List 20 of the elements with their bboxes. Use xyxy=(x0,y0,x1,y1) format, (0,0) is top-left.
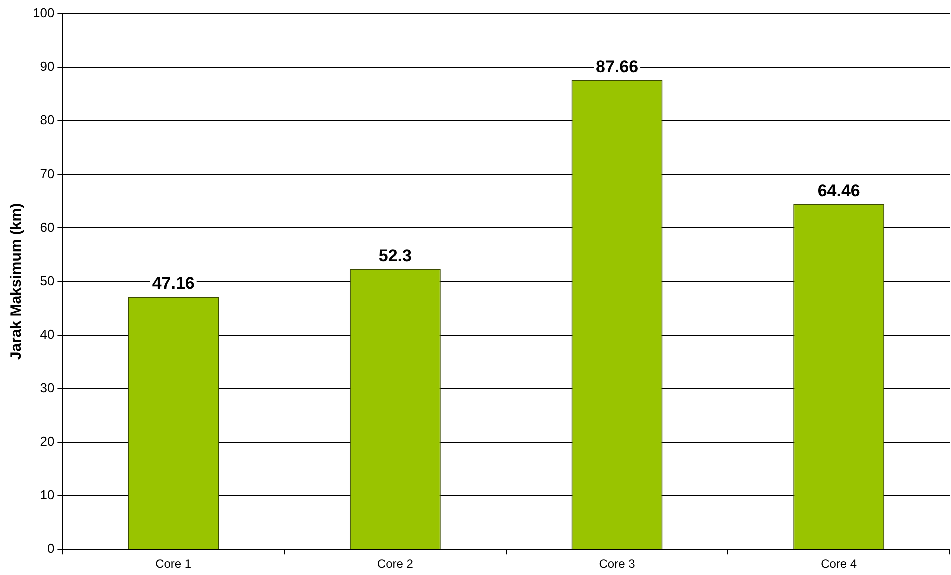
y-tick-label: 0 xyxy=(47,541,55,556)
x-tick-label: Core 3 xyxy=(599,557,636,572)
data-label: 87.66 xyxy=(596,57,639,76)
y-tick-label: 20 xyxy=(40,434,55,450)
x-tick-label: Core 1 xyxy=(156,557,192,572)
y-tick-label: 10 xyxy=(40,488,55,503)
data-label: 64.46 xyxy=(818,182,860,201)
y-tick-label: 50 xyxy=(40,273,55,288)
y-axis-title: Jarak Maksimum (km) xyxy=(8,203,26,360)
y-tick-label: 70 xyxy=(40,166,55,182)
y-tick-label: 90 xyxy=(40,59,55,74)
y-tick-label: 40 xyxy=(40,326,55,342)
y-tick-label: 80 xyxy=(40,112,55,128)
y-tick-label: 100 xyxy=(32,6,55,21)
data-label: 47.16 xyxy=(152,274,195,294)
y-tick-label: 60 xyxy=(40,220,55,235)
data-label: 52.3 xyxy=(378,246,412,266)
y-tick-label: 30 xyxy=(40,380,55,396)
x-tick-label: Core 4 xyxy=(821,557,858,572)
x-tick-label: Core 2 xyxy=(377,557,414,572)
